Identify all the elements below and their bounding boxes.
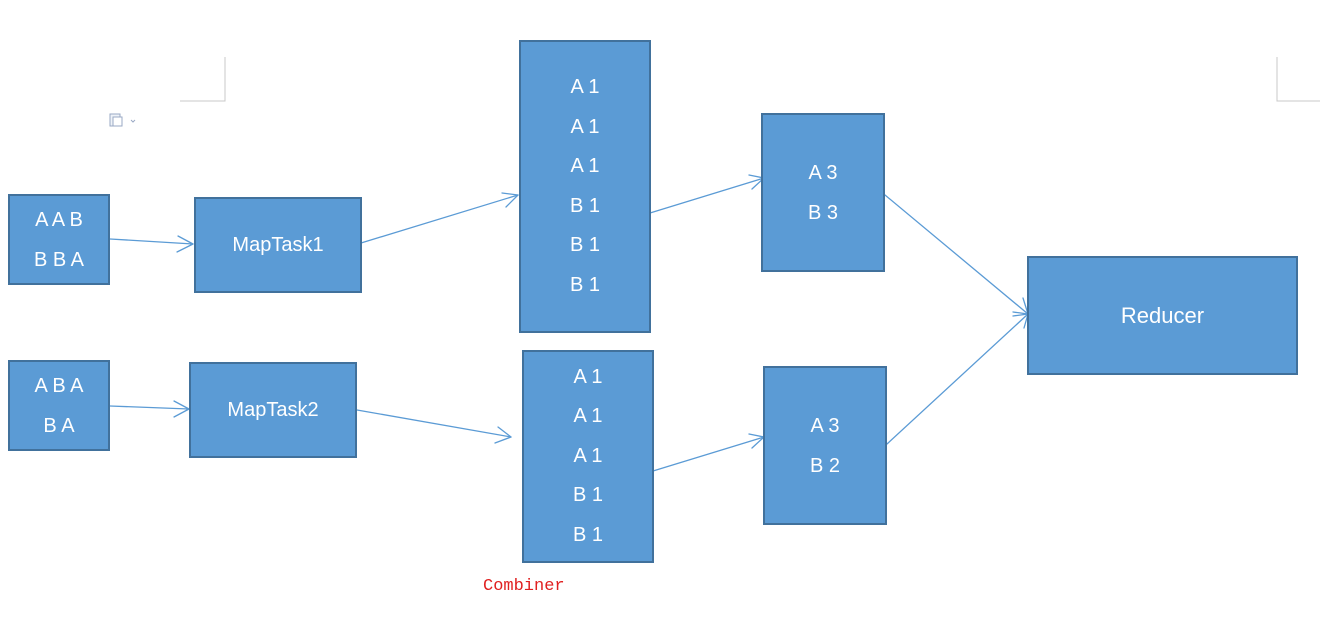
arrow-combined2-to-reducer [886,313,1029,445]
combined-output-2: A 3 B 2 [763,366,887,525]
input-split-2-line: B A [43,414,75,437]
map-output-2-line: B 1 [572,484,604,507]
arrow-input1-to-maptask1 [109,235,194,253]
combined-output-1-line: A 3 [808,161,838,184]
map-output-1-line: B 1 [569,194,601,217]
map-output-2-line: B 1 [572,523,604,546]
arrow-map-output1-to-combined1 [649,174,765,214]
input-split-2-line: A B A [34,374,84,397]
combined-output-2-line: B 2 [809,454,841,477]
map-output-2-line: A 1 [573,444,603,467]
arrow-combined1-to-reducer [884,194,1029,315]
crop-mark-right [1276,57,1320,102]
map-output-1-line: B 1 [569,273,601,296]
maptask-1: MapTask1 [194,197,362,293]
arrow-map-output2-to-combined2 [652,433,765,472]
arrow-input2-to-maptask2 [109,400,190,418]
arrow-maptask1-to-map-output1 [360,192,519,244]
map-output-2-line: A 1 [573,365,603,388]
input-split-1-line: A A B [35,208,83,231]
crop-mark-left [180,57,226,102]
arrow-maptask2-to-map-output2 [356,409,512,444]
input-split-2: A B A B A [8,360,110,451]
maptask-2: MapTask2 [189,362,357,458]
maptask-1-label: MapTask1 [232,233,324,256]
combined-output-1: A 3 B 3 [761,113,885,272]
map-output-2-line: A 1 [573,405,603,428]
map-output-1-line: A 1 [570,115,600,138]
combined-output-1-line: B 3 [807,201,839,224]
maptask-2-label: MapTask2 [227,398,319,421]
map-output-2: A 1 A 1 A 1 B 1 B 1 [522,350,654,563]
combiner-caption: Combiner [483,577,565,596]
input-split-1-line: B B A [33,248,85,271]
paste-options-icon[interactable] [109,113,139,127]
map-output-1: A 1 A 1 A 1 B 1 B 1 B 1 [519,40,651,333]
map-output-1-line: A 1 [570,76,600,98]
map-output-1-line: B 1 [569,234,601,256]
combined-output-2-line: A 3 [810,414,840,437]
input-split-1: A A B B B A [8,194,110,285]
reducer: Reducer [1027,256,1298,375]
reducer-label: Reducer [1120,302,1205,328]
map-output-1-line: A 1 [570,155,600,177]
